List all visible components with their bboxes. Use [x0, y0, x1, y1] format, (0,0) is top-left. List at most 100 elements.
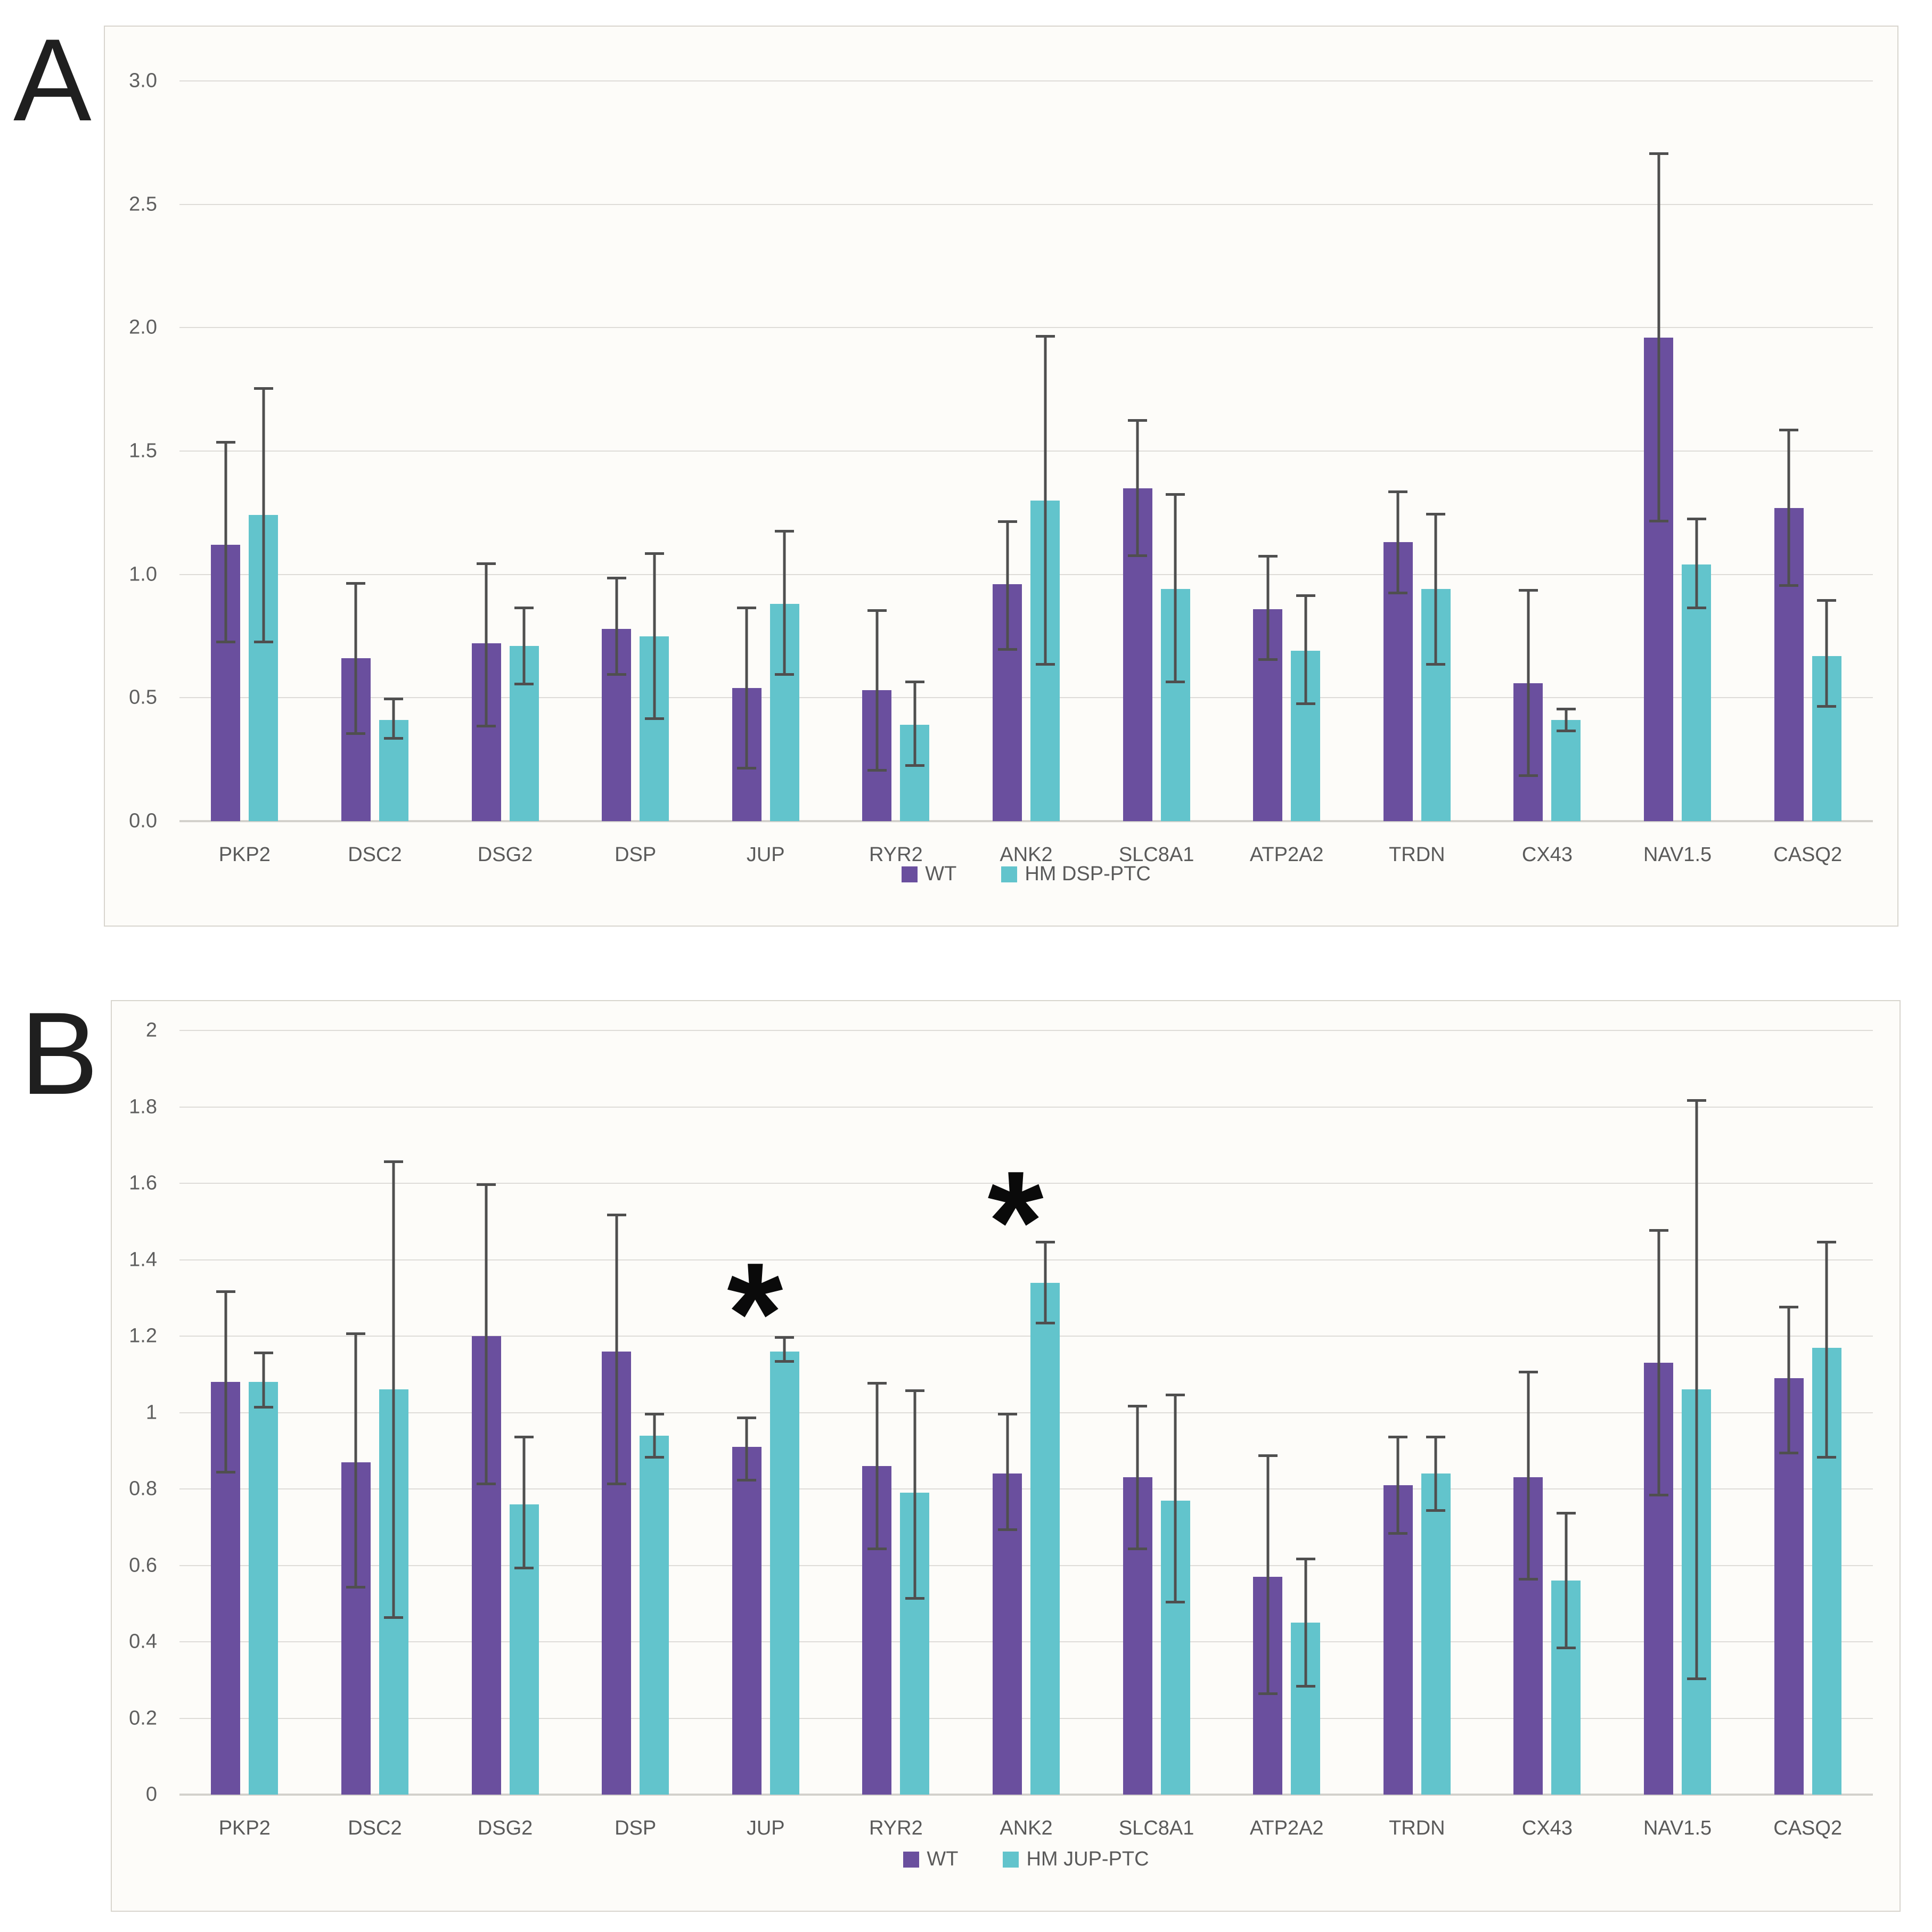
y-tick-label: 0.2: [129, 1707, 157, 1729]
legend-label: HM DSP-PTC: [1025, 863, 1151, 885]
error-bar-cap-bottom: [1166, 1601, 1185, 1604]
legend-item: HM DSP-PTC: [1001, 863, 1151, 886]
legend-item: WT: [902, 863, 956, 886]
x-axis-label: DSC2: [348, 844, 402, 866]
error-bar-cap-top: [346, 1332, 366, 1335]
y-tick-label: 0.6: [129, 1554, 157, 1576]
error-bar-line: [522, 606, 526, 686]
error-bar: [644, 1412, 664, 1459]
error-bar-line: [1527, 1370, 1530, 1581]
legend-label: HM JUP-PTC: [1026, 1848, 1149, 1870]
gridline: [179, 1106, 1873, 1108]
error-bar-cap-top: [1388, 1435, 1408, 1438]
error-bar-line: [1695, 1099, 1698, 1680]
legend-item: HM JUP-PTC: [1003, 1848, 1149, 1871]
y-tick-label: 0: [145, 1783, 157, 1806]
x-axis-label: JUP: [746, 1817, 785, 1839]
error-bar-cap-bottom: [737, 766, 757, 769]
error-bar-cap-top: [905, 1389, 924, 1393]
error-bar-line: [653, 1412, 656, 1459]
error-bar-cap-top: [1817, 599, 1837, 602]
error-bar: [514, 1435, 534, 1569]
error-bar-cap-top: [477, 1183, 496, 1186]
error-bar: [1426, 512, 1446, 666]
error-bar: [607, 1214, 626, 1485]
error-bar: [346, 582, 366, 735]
error-bar: [1035, 1240, 1055, 1325]
error-bar-line: [1787, 429, 1790, 587]
legend-swatch-wt: [903, 1851, 920, 1868]
x-axis-label: PKP2: [218, 844, 271, 866]
error-bar-line: [1657, 152, 1660, 523]
error-bar-cap-top: [1779, 1305, 1799, 1308]
y-tick-label: 1.0: [129, 563, 157, 586]
error-bar-cap-bottom: [997, 648, 1017, 651]
error-bar: [737, 1416, 757, 1481]
error-bar-cap-bottom: [1296, 702, 1315, 706]
gridline: [179, 1488, 1873, 1489]
y-tick-label: 0.8: [129, 1477, 157, 1500]
error-bar-line: [1136, 1405, 1139, 1550]
error-bar-cap-top: [346, 582, 366, 585]
error-bar-line: [1527, 589, 1530, 777]
error-bar-cap-top: [1166, 493, 1185, 496]
error-bar-cap-bottom: [1388, 1532, 1408, 1535]
bar: [1551, 720, 1581, 821]
y-tick-label: 2.5: [129, 193, 157, 216]
bar: [732, 1447, 762, 1795]
error-bar-cap-bottom: [216, 641, 235, 644]
error-bar-line: [1695, 518, 1698, 609]
error-bar-line: [783, 530, 786, 676]
error-bar-cap-top: [1556, 707, 1576, 710]
error-bar: [1649, 1229, 1668, 1497]
error-bar-cap-top: [644, 1412, 664, 1415]
gridline: [179, 1717, 1873, 1719]
error-bar-cap-top: [384, 1160, 404, 1163]
error-bar-cap-bottom: [384, 1616, 404, 1619]
gridline: [179, 574, 1873, 575]
error-bar-line: [262, 1351, 265, 1409]
error-bar-cap-bottom: [1296, 1685, 1315, 1688]
error-bar-cap-top: [607, 1214, 626, 1217]
bar: [1421, 1473, 1451, 1795]
error-bar-cap-bottom: [346, 732, 366, 735]
error-bar-line: [745, 606, 748, 769]
bar: [769, 1351, 799, 1795]
x-axis-line: [179, 1794, 1873, 1796]
error-bar-line: [354, 582, 357, 735]
error-bar-cap-bottom: [1817, 705, 1837, 708]
error-bar-line: [224, 441, 227, 644]
error-bar: [775, 1336, 795, 1363]
error-bar-line: [875, 1382, 879, 1550]
legend-b: WT HM JUP-PTC: [179, 1848, 1873, 1871]
gridline: [179, 1641, 1873, 1642]
x-axis-label: CX43: [1521, 844, 1573, 866]
error-bar-cap-top: [737, 606, 757, 609]
error-bar: [477, 1183, 496, 1485]
error-bar: [997, 520, 1017, 651]
error-bar: [1518, 1370, 1538, 1581]
error-bar-cap-bottom: [1258, 658, 1278, 661]
x-axis-label: SLC8A1: [1118, 844, 1194, 866]
error-bar-cap-top: [514, 1435, 534, 1438]
error-bar-line: [913, 680, 916, 767]
x-axis-line: [179, 820, 1873, 822]
y-tick-label: 1.4: [129, 1248, 157, 1271]
error-bar-cap-bottom: [607, 1482, 626, 1485]
error-bar-line: [1787, 1305, 1790, 1455]
x-axis-label: DSG2: [477, 844, 533, 866]
y-tick-label: 1.5: [129, 439, 157, 462]
error-bar-cap-bottom: [1258, 1692, 1278, 1696]
error-bar-line: [745, 1416, 748, 1481]
bar: [1030, 1282, 1060, 1795]
error-bar-line: [913, 1389, 916, 1600]
error-bar: [1817, 1240, 1837, 1459]
error-bar-line: [1136, 419, 1139, 558]
legend-label: WT: [925, 863, 957, 885]
error-bar-cap-top: [997, 520, 1017, 523]
gridline: [179, 1183, 1873, 1184]
plot-area-a: 0.0 0.5 1.0 1.5 2.0 2.5 3.0 PKP2 DSC2 DSG2 DSP JUP R…: [129, 70, 1873, 866]
x-axis-label: NAV1.5: [1643, 844, 1712, 866]
error-bar-line: [1266, 554, 1270, 661]
error-bar-cap-bottom: [1518, 774, 1538, 777]
